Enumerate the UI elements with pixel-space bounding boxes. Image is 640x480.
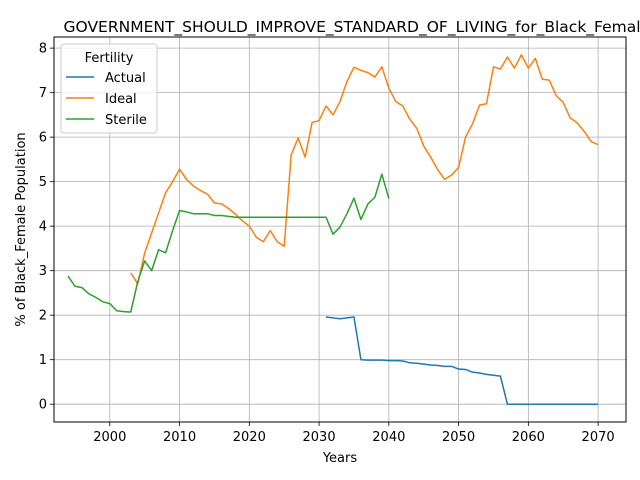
- y-axis-title: % of Black_Female Population: [14, 132, 29, 326]
- series-line-ideal: [130, 54, 599, 285]
- legend-label-ideal: Ideal: [105, 92, 137, 107]
- legend-label-actual: Actual: [105, 71, 146, 86]
- y-axis: 0 1 2 3 4 5 6 7 8: [39, 42, 54, 413]
- series-line-actual: [325, 316, 599, 405]
- plot-frame: [53, 36, 627, 423]
- legend-title: Fertility: [85, 51, 134, 66]
- y-tick-label: 0: [39, 398, 47, 413]
- x-axis: 2000 2010 2020 2030 2040 2050 2060 2070: [93, 422, 615, 445]
- x-tick-label: 2040: [372, 430, 405, 445]
- y-tick-label: 4: [39, 220, 47, 235]
- chart-title: GOVERNMENT_SHOULD_IMPROVE_STANDARD_OF_LI…: [64, 18, 640, 37]
- legend-label-sterile: Sterile: [105, 113, 147, 128]
- x-axis-title: Years: [322, 451, 358, 466]
- y-tick-label: 8: [39, 42, 47, 57]
- y-tick-label: 5: [39, 175, 47, 190]
- y-tick-label: 1: [39, 353, 47, 368]
- x-tick-label: 2050: [442, 430, 475, 445]
- x-tick-label: 2020: [233, 430, 266, 445]
- y-tick-label: 6: [39, 131, 47, 146]
- series-line-sterile: [67, 173, 390, 313]
- x-tick-label: 2060: [512, 430, 545, 445]
- legend-items: Actual Ideal Sterile: [66, 71, 147, 128]
- x-tick-label: 2010: [163, 430, 196, 445]
- legend: Fertility Actual Ideal Sterile: [60, 43, 158, 134]
- y-tick-label: 7: [39, 86, 47, 101]
- x-tick-label: 2030: [303, 430, 336, 445]
- y-tick-label: 3: [39, 264, 47, 279]
- x-tick-label: 2000: [93, 430, 126, 445]
- legend-box: [60, 43, 158, 134]
- y-tick-label: 2: [39, 309, 47, 324]
- x-tick-label: 2070: [582, 430, 615, 445]
- series-layer: [67, 54, 599, 405]
